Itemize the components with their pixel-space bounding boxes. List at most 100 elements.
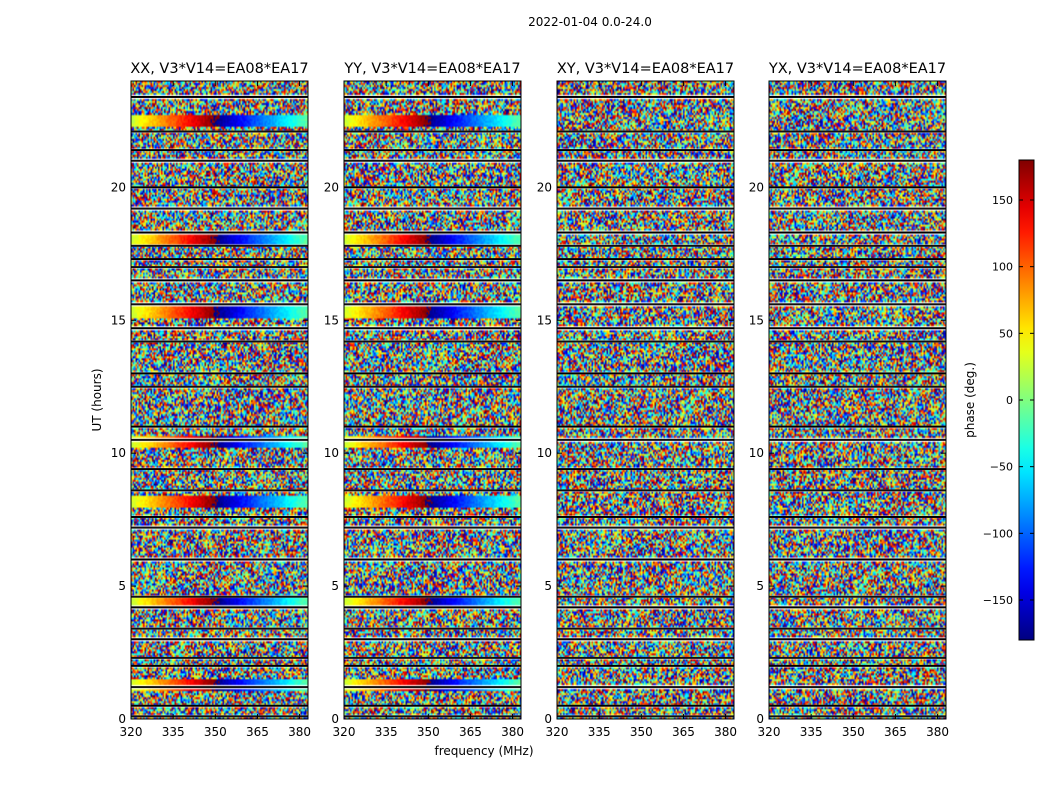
flag-line bbox=[131, 526, 308, 529]
flag-line bbox=[557, 638, 734, 641]
flag-line bbox=[557, 489, 734, 492]
flag-line bbox=[557, 372, 734, 375]
flag-line bbox=[344, 279, 521, 282]
phase-image bbox=[557, 81, 734, 719]
y-tick-label: 20 bbox=[749, 180, 764, 194]
x-tick-label: 335 bbox=[375, 725, 398, 739]
panel-yx: YX, V3*V14=EA08*EA17 320 335 350 365 380 0 5 10 1… bbox=[749, 61, 949, 739]
y-tick-label: 10 bbox=[111, 446, 126, 460]
x-tick-label: 320 bbox=[546, 725, 569, 739]
flag-line bbox=[769, 385, 946, 388]
flag-line bbox=[344, 244, 521, 247]
flag-line bbox=[131, 231, 308, 234]
flag-line bbox=[131, 327, 308, 330]
panel-frame bbox=[768, 80, 947, 720]
flag-line bbox=[769, 266, 946, 269]
flag-line bbox=[769, 207, 946, 210]
flag-line bbox=[769, 656, 946, 659]
flag-line bbox=[769, 606, 946, 609]
flag-line bbox=[131, 425, 308, 428]
flag-line bbox=[344, 656, 521, 659]
x-tick-label: 365 bbox=[459, 725, 482, 739]
x-tick-label: 350 bbox=[204, 725, 227, 739]
flag-line bbox=[344, 207, 521, 210]
colorbar-tick-label: 0 bbox=[1006, 394, 1013, 407]
flag-line bbox=[557, 686, 734, 689]
flag-line bbox=[131, 715, 308, 718]
y-tick-label: 20 bbox=[111, 180, 126, 194]
flag-line bbox=[557, 95, 734, 98]
flag-line bbox=[131, 595, 308, 598]
flag-line bbox=[769, 425, 946, 428]
y-tick-label: 0 bbox=[756, 712, 764, 726]
y-tick-label: 15 bbox=[324, 313, 339, 327]
flag-line bbox=[769, 327, 946, 330]
flag-line bbox=[769, 340, 946, 343]
x-tick-label: 350 bbox=[417, 725, 440, 739]
flag-line bbox=[131, 258, 308, 261]
flag-line bbox=[557, 186, 734, 189]
flag-line bbox=[344, 664, 521, 667]
colorbar-tick-label: 150 bbox=[992, 194, 1013, 207]
panel-title: YY, V3*V14=EA08*EA17 bbox=[343, 61, 520, 77]
y-tick-label: 20 bbox=[324, 180, 339, 194]
flag-line bbox=[769, 438, 946, 441]
flag-line bbox=[131, 340, 308, 343]
flag-line bbox=[344, 558, 521, 561]
y-axis-label: UT (hours) bbox=[90, 368, 104, 431]
x-tick-label: 350 bbox=[630, 725, 653, 739]
flag-line bbox=[344, 526, 521, 529]
phase-image bbox=[769, 81, 946, 719]
flag-line bbox=[557, 715, 734, 718]
panels: XX, V3*V14=EA08*EA17 320 335 350 365 380 0 5 10 1… bbox=[111, 61, 949, 739]
panel-frame bbox=[556, 80, 735, 720]
flag-line bbox=[557, 558, 734, 561]
flag-line bbox=[557, 303, 734, 306]
flag-line bbox=[769, 595, 946, 598]
flag-line bbox=[769, 558, 946, 561]
flag-line bbox=[131, 159, 308, 162]
phase-image bbox=[344, 81, 521, 719]
flag-line bbox=[131, 558, 308, 561]
flag-line bbox=[769, 686, 946, 689]
y-tick-label: 5 bbox=[544, 579, 552, 593]
flag-line bbox=[344, 489, 521, 492]
x-tick-label: 365 bbox=[672, 725, 695, 739]
x-tick-label: 350 bbox=[842, 725, 865, 739]
flag-line bbox=[344, 638, 521, 641]
flag-line bbox=[769, 489, 946, 492]
flag-line bbox=[769, 186, 946, 189]
flag-line bbox=[131, 468, 308, 471]
x-tick-label: 335 bbox=[162, 725, 185, 739]
flag-line bbox=[131, 279, 308, 282]
colorbar-label: phase (deg.) bbox=[963, 362, 977, 438]
flag-line bbox=[344, 627, 521, 630]
flag-line bbox=[131, 627, 308, 630]
flag-line bbox=[344, 686, 521, 689]
flag-line bbox=[344, 715, 521, 718]
flag-line bbox=[344, 130, 521, 133]
flag-line bbox=[344, 340, 521, 343]
flag-line bbox=[344, 303, 521, 306]
x-tick-label: 380 bbox=[288, 725, 311, 739]
flag-line bbox=[769, 715, 946, 718]
y-tick-label: 10 bbox=[749, 446, 764, 460]
flag-line bbox=[769, 231, 946, 234]
flag-line bbox=[557, 207, 734, 210]
flag-line bbox=[769, 515, 946, 518]
flag-line bbox=[769, 95, 946, 98]
colorbar-tick-label: −100 bbox=[983, 527, 1013, 540]
y-tick-label: 15 bbox=[749, 313, 764, 327]
flag-line bbox=[557, 385, 734, 388]
flag-line bbox=[769, 258, 946, 261]
flag-line bbox=[344, 327, 521, 330]
flag-line bbox=[557, 704, 734, 707]
flag-line bbox=[131, 95, 308, 98]
y-tick-label: 0 bbox=[544, 712, 552, 726]
flag-line bbox=[769, 244, 946, 247]
flag-line bbox=[769, 468, 946, 471]
flag-line bbox=[131, 664, 308, 667]
x-axis-label: frequency (MHz) bbox=[434, 744, 533, 758]
flag-line bbox=[557, 130, 734, 133]
flag-line bbox=[344, 186, 521, 189]
